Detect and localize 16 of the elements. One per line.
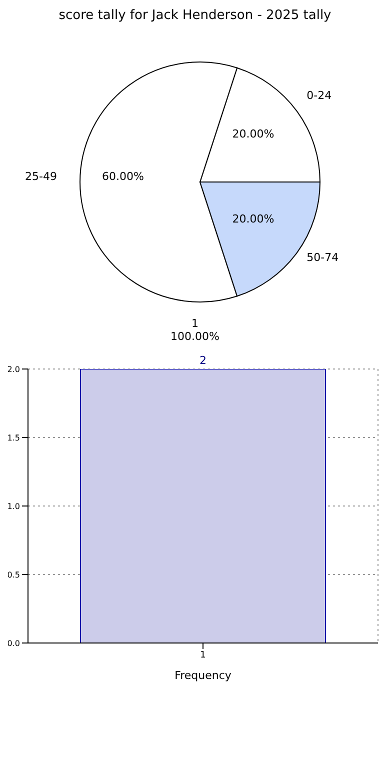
chart-title: score tally for Jack Henderson - 2025 tally	[58, 8, 332, 23]
slice-label: 50-74	[306, 251, 339, 264]
y-tick-label: 1.5	[7, 433, 20, 442]
data-label: 60.00%	[102, 170, 144, 184]
data-label: 20.00%	[232, 212, 274, 226]
y-tick-label: 0.5	[7, 570, 20, 580]
y-tick-label: 1.0	[7, 502, 20, 511]
data-label: 20.00%	[232, 128, 274, 141]
text: 1	[190, 317, 200, 330]
x-axis-title: Frequency	[174, 669, 232, 682]
y-tick-label: 2.0	[7, 364, 20, 374]
slice-label: 25-49	[25, 170, 57, 184]
slice-label: 0-24	[306, 88, 332, 102]
y-tick-label: 0.0	[7, 638, 20, 648]
data-label: 2	[200, 354, 206, 367]
text: 100.00%	[170, 330, 220, 343]
